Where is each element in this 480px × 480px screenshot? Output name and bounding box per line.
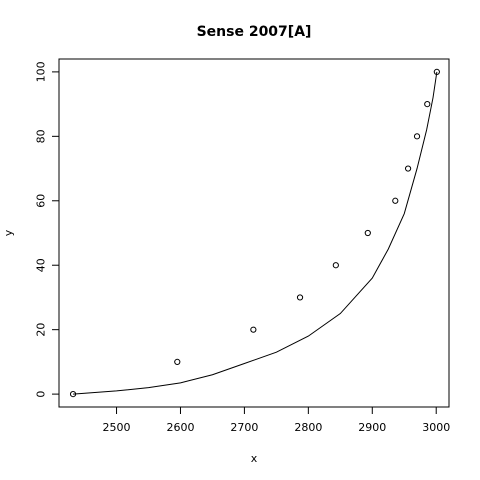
x-tick-label: 2600 [166, 421, 194, 434]
y-axis-label: y [2, 229, 15, 236]
fitted-curve [73, 71, 438, 395]
x-tick-label: 2500 [103, 421, 131, 434]
x-tick-label: 3000 [422, 421, 450, 434]
data-point [296, 294, 304, 301]
data-point [69, 391, 77, 398]
data-point [392, 197, 399, 204]
y-tick-label: 80 [35, 129, 48, 143]
data-points [69, 68, 440, 398]
data-point [250, 326, 257, 333]
data-point [433, 68, 440, 75]
x-axis-label: x [251, 452, 258, 465]
data-point [424, 101, 431, 108]
y-tick-label: 0 [35, 391, 48, 398]
data-point [332, 262, 339, 269]
x-tick-label: 2700 [230, 421, 258, 434]
data-point [364, 229, 371, 237]
chart-title: Sense 2007[A] [197, 24, 312, 40]
y-tick-label: 100 [35, 61, 48, 82]
y-tick-label: 60 [35, 194, 48, 208]
x-axis: 2500 2600 2700 2800 2900 3000 [103, 407, 450, 434]
curve-line [73, 71, 438, 395]
data-point [413, 133, 421, 140]
data-point [404, 165, 412, 172]
plot-frame [58, 58, 450, 408]
y-tick-label: 40 [35, 258, 48, 272]
x-tick-label: 2900 [358, 421, 386, 434]
data-point [174, 358, 181, 365]
y-tick-label: 20 [35, 323, 48, 337]
y-axis: 0 20 40 60 80 100 [35, 61, 59, 398]
x-tick-label: 2800 [294, 421, 322, 434]
